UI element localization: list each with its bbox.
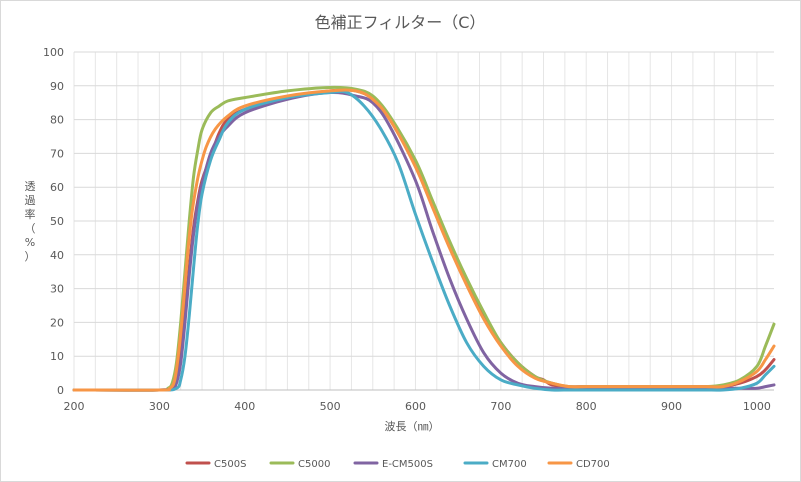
series-line-cd700 <box>72 88 776 392</box>
y-tick-label: 40 <box>50 249 64 262</box>
x-tick-label: 400 <box>234 400 255 413</box>
legend-item-cd700: CD700 <box>547 459 610 470</box>
legend-label: CM700 <box>492 459 527 470</box>
legend-item-c500s: C500S <box>185 459 246 470</box>
y-tick-label: 70 <box>50 147 64 160</box>
x-tick-label: 800 <box>576 400 597 413</box>
y-tick-label: 10 <box>50 350 64 363</box>
series-line-e-cm500s <box>72 90 776 392</box>
x-tick-label: 300 <box>149 400 170 413</box>
x-tick-label: 900 <box>661 400 682 413</box>
x-tick-label: 600 <box>405 400 426 413</box>
y-tick-label: 30 <box>50 283 64 296</box>
legend-label: E-CM500S <box>382 459 433 470</box>
y-tick-label: 50 <box>50 215 64 228</box>
y-tick-label: 80 <box>50 114 64 127</box>
series-line-cm700 <box>72 89 776 392</box>
y-tick-label: 100 <box>43 46 64 59</box>
y-tick-label: 90 <box>50 80 64 93</box>
x-tick-label: 700 <box>490 400 511 413</box>
x-tick-label: 500 <box>320 400 341 413</box>
legend-label: C500S <box>214 459 246 470</box>
y-tick-label: 60 <box>50 181 64 194</box>
x-axis-title: 波長（㎚） <box>385 420 440 433</box>
x-tick-label: 1000 <box>743 400 771 413</box>
legend-item-cm700: CM700 <box>463 459 527 470</box>
legend: C500S C5000 E-CM500S CM700 CD700 <box>185 459 610 470</box>
y-tick-label: 0 <box>57 384 64 397</box>
legend-label: C5000 <box>298 459 330 470</box>
legend-item-e-cm500s: E-CM500S <box>353 459 433 470</box>
chart-title: 色補正フィルター（C） <box>315 13 486 32</box>
tick-labels: 200 300 400 500 600 700 800 900 1000 0 10 20 30 40 50 6… <box>43 46 771 413</box>
series-lines <box>72 85 776 392</box>
legend-label: CD700 <box>576 459 610 470</box>
legend-item-c5000: C5000 <box>269 459 330 470</box>
y-tick-label: 20 <box>50 316 64 329</box>
y-axis-title: 透過率（%） <box>25 180 36 263</box>
x-tick-label: 200 <box>64 400 85 413</box>
